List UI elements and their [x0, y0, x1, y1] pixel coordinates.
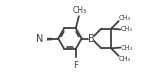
- Circle shape: [89, 36, 94, 41]
- Text: CH₃: CH₃: [119, 15, 131, 21]
- Text: CH₃: CH₃: [121, 45, 133, 51]
- Text: N: N: [36, 33, 44, 44]
- Text: CH₃: CH₃: [73, 6, 87, 15]
- Text: F: F: [73, 61, 78, 70]
- Text: CH₃: CH₃: [119, 56, 131, 62]
- Circle shape: [74, 58, 78, 62]
- Text: CH₃: CH₃: [121, 26, 133, 32]
- Circle shape: [42, 36, 46, 41]
- Text: B: B: [88, 33, 95, 44]
